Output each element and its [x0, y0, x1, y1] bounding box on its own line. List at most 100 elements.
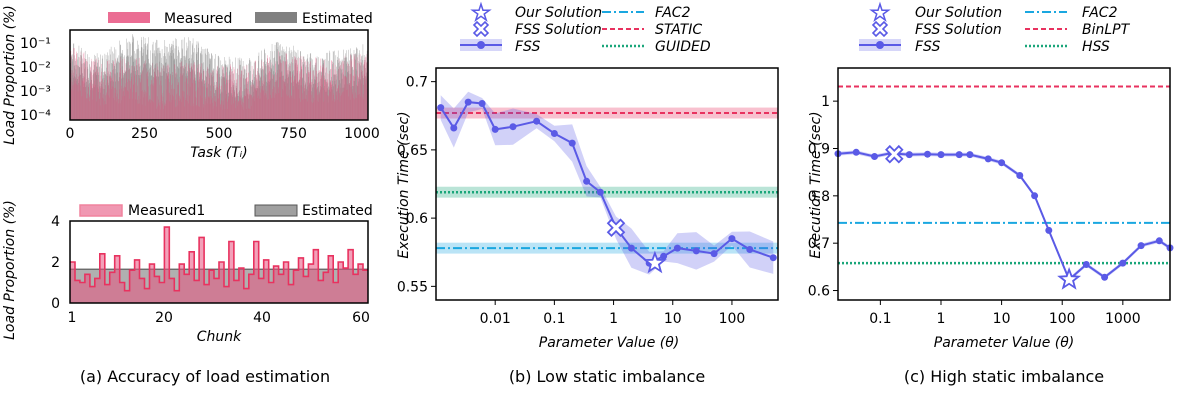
xtick-a-top-500: 500 — [206, 126, 233, 142]
xtick-label: 10 — [664, 311, 682, 327]
xlabel-b: Parameter Value (θ) — [539, 335, 680, 351]
x-marker-icon — [472, 20, 490, 38]
panel-b: ★ Our Solution FSS Solution FSS FAC2 STA… — [396, 0, 779, 351]
legend-swatch-estimated — [255, 12, 297, 23]
panel-a-top: Measured Estimated 10⁻¹ 10⁻² 10⁻³ 10⁻⁴ 0… — [2, 5, 380, 161]
xtick-label: 100 — [719, 311, 746, 327]
xtick-a-top-0: 0 — [66, 126, 75, 142]
fss-point — [852, 148, 860, 156]
our-solution-star-marker — [1057, 267, 1082, 290]
xtick-label: 1000 — [1105, 311, 1141, 327]
ytick-label: 0.7 — [808, 236, 830, 252]
measured1-line — [70, 226, 368, 292]
xlabel-c: Parameter Value (θ) — [934, 335, 1075, 351]
xtick-label: 0.01 — [480, 311, 511, 327]
legend-a-bottom: Measured1 Estimated — [79, 203, 373, 219]
fss-point — [464, 98, 472, 106]
fss-point — [1101, 273, 1109, 281]
ylabel-a-bottom: Load Proportion (%) — [2, 200, 18, 340]
fss-point — [769, 254, 777, 262]
legend-marker-fss — [876, 41, 884, 49]
axes-frame-c — [837, 67, 1171, 301]
ytick-label: 0.6 — [406, 211, 428, 227]
ytick-label: 0.9 — [808, 141, 830, 157]
xtick-a-top-250: 250 — [131, 126, 158, 142]
xtick-label: 1 — [609, 311, 618, 327]
x-marker-icon — [871, 20, 889, 38]
fss-point — [1045, 226, 1053, 234]
ytick-label: 0.6 — [808, 284, 830, 300]
fss-point — [1016, 172, 1024, 179]
ytick-a-bottom-4: 4 — [51, 214, 60, 230]
fss-point — [568, 139, 576, 147]
fss-point — [509, 123, 517, 131]
ytick-a-top-0.0001: 10⁻⁴ — [20, 108, 51, 124]
fss-point — [1031, 192, 1039, 200]
ticks-b: 0.01 0.1 1 10 100 0.55 0.6 0.65 0.7 — [397, 75, 745, 327]
fss-point — [905, 151, 913, 159]
legend-label-static: STATIC — [655, 22, 702, 38]
xtick-a-top-750: 750 — [280, 126, 307, 142]
fss-point — [450, 124, 458, 132]
fss-point — [955, 151, 963, 159]
ytick-a-top-0.001: 10⁻³ — [20, 84, 51, 100]
fss-line — [837, 151, 1171, 282]
ytick-a-bottom-0: 0 — [51, 296, 60, 312]
legend-swatch-estimated — [254, 204, 298, 217]
ytick-label: 0.65 — [397, 143, 428, 159]
legend-swatch-measured — [108, 12, 150, 23]
plot-area-a-bottom — [70, 226, 368, 303]
legend-c: ★ Our Solution FSS Solution FSS FAC2 Bin… — [859, 0, 1131, 55]
fss-point — [998, 159, 1006, 167]
legend-label-fac2: FAC2 — [1082, 5, 1118, 21]
legend-label-fss: FSS — [515, 39, 540, 55]
fss-point — [673, 244, 681, 252]
fss-point — [660, 252, 668, 260]
legend-label-guided: GUIDED — [655, 39, 711, 55]
plot-area-a-top — [69, 34, 368, 120]
ytick-label: 0.7 — [406, 75, 428, 91]
fss-point — [1119, 259, 1127, 267]
legend-label-fss-solution: FSS Solution — [915, 22, 1002, 38]
xtick-label: 0.1 — [869, 311, 891, 327]
xlabel-a-top: Task (Tᵢ) — [190, 145, 248, 161]
xtick-label: 100 — [1049, 311, 1076, 327]
caption-a: (a) Accuracy of load estimation — [80, 367, 330, 386]
panel-c: ★ Our Solution FSS Solution FSS FAC2 Bin… — [808, 0, 1174, 351]
legend-label-measured1: Measured1 — [128, 203, 205, 219]
legend-label-binlpt: BinLPT — [1082, 22, 1131, 38]
fss-point — [478, 100, 486, 107]
legend-b: ★ Our Solution FSS Solution FSS FAC2 STA… — [460, 0, 711, 55]
ytick-label: 0.55 — [397, 279, 428, 295]
fss-point — [871, 153, 878, 160]
ytick-a-top-0.01: 10⁻² — [20, 60, 51, 76]
star-marker-icon: ★ — [471, 1, 491, 26]
plot-area-b — [436, 91, 778, 275]
fss-point — [437, 104, 445, 112]
fss-point — [710, 250, 718, 258]
legend-label-fac2: FAC2 — [655, 5, 691, 21]
ylabel-a-top: Load Proportion (%) — [2, 5, 18, 145]
xtick-label: 1 — [937, 311, 946, 327]
fss-point — [583, 177, 591, 185]
fss-point — [692, 247, 700, 255]
ylabel-c: Execution Time (sec) — [808, 111, 824, 258]
our-solution-star-marker — [642, 250, 667, 274]
fss-point — [924, 150, 931, 158]
guided-band — [436, 186, 778, 198]
legend-marker-fss — [477, 41, 485, 49]
xtick-label: 10 — [993, 311, 1011, 327]
fss-point — [966, 151, 974, 159]
ytick-a-top-0.1: 10⁻¹ — [20, 36, 51, 52]
fss-point — [984, 155, 992, 163]
fss-point — [491, 125, 499, 133]
fss-point — [1155, 237, 1163, 245]
xtick-a-bottom-40: 40 — [253, 310, 271, 326]
legend-label-estimated: Estimated — [302, 11, 373, 27]
xtick-a-bottom-60: 60 — [352, 310, 370, 326]
ytick-a-bottom-2: 2 — [51, 255, 60, 271]
ylabel-b: Execution Time (sec) — [396, 111, 412, 258]
fss-point — [533, 117, 541, 125]
legend-label-fss: FSS — [915, 39, 940, 55]
